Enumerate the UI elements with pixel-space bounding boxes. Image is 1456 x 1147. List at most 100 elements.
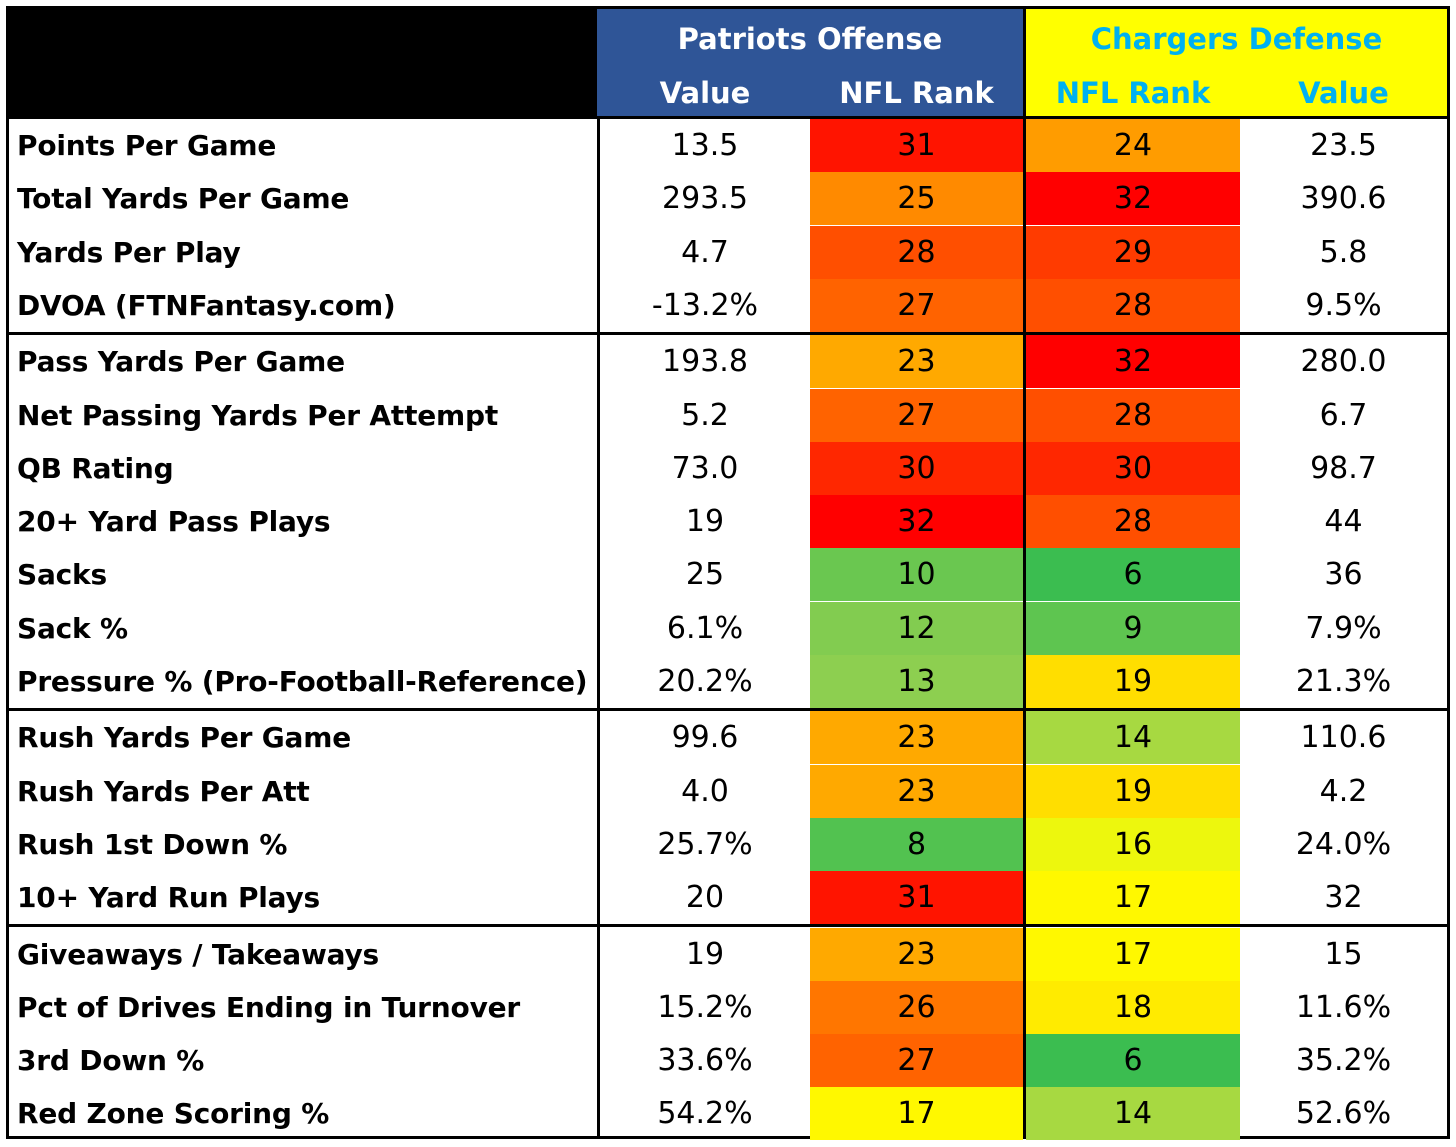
defense-value: 280.0 xyxy=(1300,344,1387,380)
offense-value: 4.0 xyxy=(681,773,729,809)
stat-label: Pct of Drives Ending in Turnover xyxy=(17,990,521,1024)
offense-value: -13.2% xyxy=(651,287,759,323)
defense-rank: 32 xyxy=(1026,172,1240,226)
table-row: Pct of Drives Ending in Turnover 15.2% 26 1… xyxy=(9,980,1447,1034)
defense-value: 21.3% xyxy=(1295,664,1392,699)
offense-rank: 26 xyxy=(810,980,1023,1034)
offense-value-header: Value xyxy=(659,76,751,110)
offense-rank: 8 xyxy=(810,817,1023,871)
defense-header: Chargers Defense NFL Rank Value xyxy=(1023,9,1447,116)
defense-value: 110.6 xyxy=(1300,720,1387,756)
table-row: Rush Yards Per Game 99.6 23 14 110.6 xyxy=(9,711,1447,765)
offense-value: 19 xyxy=(685,504,725,540)
defense-rank: 17 xyxy=(1026,871,1240,925)
offense-rank: 10 xyxy=(810,548,1023,602)
defense-rank: 19 xyxy=(1026,655,1240,708)
stat-label: Rush Yards Per Att xyxy=(17,774,310,808)
table-row: Sack % 6.1% 12 9 7.9% xyxy=(9,601,1447,655)
offense-value: 15.2% xyxy=(657,989,753,1025)
defense-value: 390.6 xyxy=(1300,181,1387,217)
defense-rank: 18 xyxy=(1026,980,1240,1034)
defense-value: 44 xyxy=(1324,504,1363,540)
values-divider xyxy=(597,116,600,1136)
stat-label: Pressure % (Pro-Football-Reference) xyxy=(17,665,588,698)
defense-value-header: Value xyxy=(1298,76,1389,110)
stat-label: Sacks xyxy=(17,558,107,592)
offense-rank: 31 xyxy=(810,119,1023,172)
offense-rank: 13 xyxy=(810,655,1023,708)
defense-value: 98.7 xyxy=(1310,450,1377,486)
header-divider xyxy=(9,116,1447,119)
defense-rank-header: NFL Rank xyxy=(1055,76,1211,110)
table-row: 3rd Down % 33.6% 27 6 35.2% xyxy=(9,1034,1447,1088)
group-divider xyxy=(9,332,1447,335)
defense-value: 52.6% xyxy=(1295,1096,1392,1132)
offense-value: 99.6 xyxy=(671,720,739,756)
stat-label: QB Rating xyxy=(17,451,174,485)
defense-rank: 30 xyxy=(1026,441,1240,495)
offense-value: 25 xyxy=(685,557,725,593)
stat-label: Points Per Game xyxy=(17,129,277,162)
defense-rank: 28 xyxy=(1026,278,1240,332)
table-row: Rush Yards Per Att 4.0 23 19 4.2 xyxy=(9,764,1447,818)
offense-rank-header: NFL Rank xyxy=(839,76,994,110)
offense-rank: 23 xyxy=(810,927,1023,981)
offense-rank: 23 xyxy=(810,335,1023,389)
offense-value: 20.2% xyxy=(657,664,753,699)
stat-label: 3rd Down % xyxy=(17,1044,205,1078)
table-row: 20+ Yard Pass Plays 19 32 28 44 xyxy=(9,495,1447,549)
offense-rank: 28 xyxy=(810,225,1023,279)
defense-value: 5.8 xyxy=(1319,234,1368,270)
table-row: Pressure % (Pro-Football-Reference) 20.2%… xyxy=(9,655,1447,708)
defense-rank: 6 xyxy=(1026,1034,1240,1088)
offense-rank: 27 xyxy=(810,388,1023,442)
table-row: Total Yards Per Game 293.5 25 32 390.6 xyxy=(9,172,1447,226)
offense-rank: 27 xyxy=(810,278,1023,332)
defense-value: 7.9% xyxy=(1305,610,1382,646)
defense-team-title: Chargers Defense xyxy=(1090,22,1383,56)
offense-rank: 25 xyxy=(810,172,1023,226)
defense-value: 6.7 xyxy=(1319,397,1368,433)
offense-value: 33.6% xyxy=(657,1043,753,1079)
defense-rank: 19 xyxy=(1026,764,1240,818)
offense-rank: 31 xyxy=(810,871,1023,925)
stat-label: 20+ Yard Pass Plays xyxy=(17,505,331,539)
stats-table: Patriots Offense Value NFL Rank Chargers… xyxy=(6,6,1450,1141)
stat-label: Rush Yards Per Game xyxy=(17,721,352,755)
table-row: Net Passing Yards Per Attempt 5.2 27 28 6.7 xyxy=(9,388,1447,442)
offense-rank: 12 xyxy=(810,601,1023,655)
offense-team-title: Patriots Offense xyxy=(677,22,943,56)
table-row: Sacks 25 10 6 36 xyxy=(9,548,1447,602)
defense-rank: 28 xyxy=(1026,495,1240,549)
stat-label: 10+ Yard Run Plays xyxy=(17,881,321,915)
table-row: Rush 1st Down % 25.7% 8 16 24.0% xyxy=(9,817,1447,871)
offense-rank: 32 xyxy=(810,495,1023,549)
offense-rank: 17 xyxy=(810,1087,1023,1141)
defense-value: 36 xyxy=(1324,557,1363,593)
defense-rank: 28 xyxy=(1026,388,1240,442)
defense-value: 35.2% xyxy=(1295,1043,1392,1079)
offense-value: 5.2 xyxy=(681,397,729,433)
defense-rank: 9 xyxy=(1026,601,1240,655)
defense-rank: 14 xyxy=(1026,1087,1240,1141)
defense-rank: 16 xyxy=(1026,817,1240,871)
group-divider xyxy=(9,708,1447,711)
stat-label: Pass Yards Per Game xyxy=(17,345,345,379)
offense-value: 73.0 xyxy=(671,450,739,486)
defense-rank: 17 xyxy=(1026,927,1240,981)
offense-value: 4.7 xyxy=(681,234,729,270)
offense-value: 54.2% xyxy=(657,1096,753,1132)
table-row: QB Rating 73.0 30 30 98.7 xyxy=(9,441,1447,495)
table-row: Red Zone Scoring % 54.2% 17 14 52.6% xyxy=(9,1087,1447,1141)
offense-value: 6.1% xyxy=(666,610,744,646)
defense-value: 9.5% xyxy=(1305,287,1382,323)
offense-value: 19 xyxy=(685,936,725,972)
stat-label: Rush 1st Down % xyxy=(17,827,288,861)
defense-value: 23.5 xyxy=(1310,128,1377,163)
table-row: Points Per Game 13.5 31 24 23.5 xyxy=(9,119,1447,172)
offense-value: 13.5 xyxy=(671,128,739,163)
offense-rank: 30 xyxy=(810,441,1023,495)
defense-rank: 6 xyxy=(1026,548,1240,602)
defense-value: 15 xyxy=(1324,936,1363,972)
table-row: 10+ Yard Run Plays 20 31 17 32 xyxy=(9,871,1447,925)
